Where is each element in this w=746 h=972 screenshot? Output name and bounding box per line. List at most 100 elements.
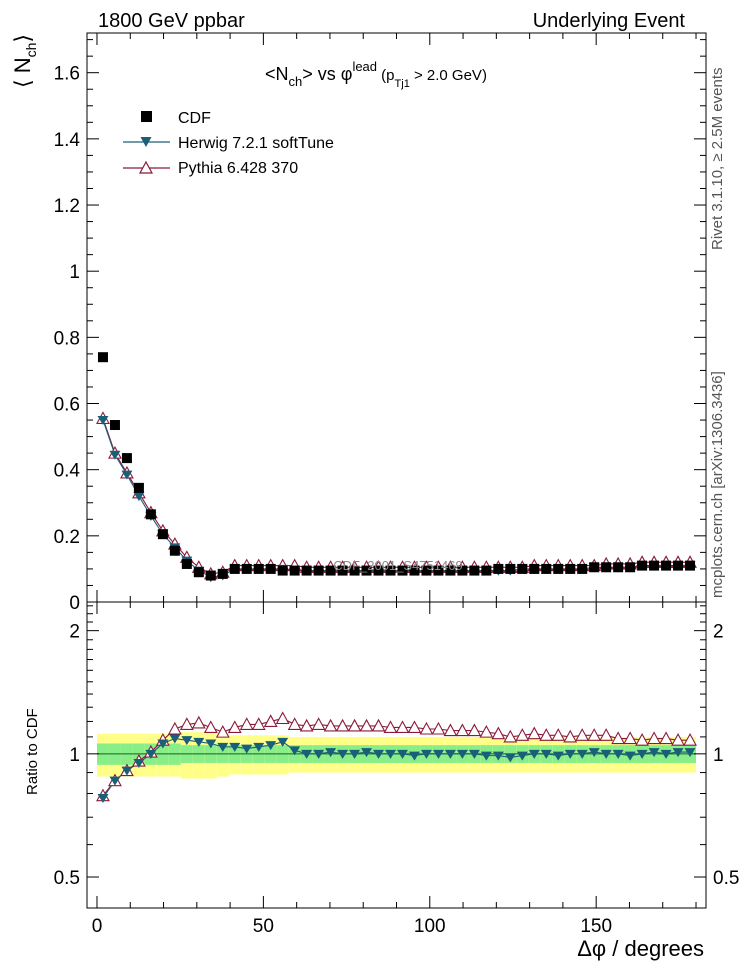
cdf-point [661, 560, 672, 571]
cdf-point [673, 560, 684, 571]
pythia-ratio-point [311, 717, 326, 730]
cdf-point [193, 567, 204, 578]
herwig-ratio-point [672, 748, 684, 758]
cdf-point [517, 563, 528, 574]
y-tick-label: 1 [69, 262, 80, 283]
herwig-ratio-point [492, 751, 504, 761]
cdf-point [541, 563, 552, 574]
herwig-point [109, 450, 121, 460]
pythia-ratio-point [611, 731, 626, 745]
main-marks [96, 352, 697, 583]
cdf-point [577, 563, 588, 574]
herwig-point [97, 416, 109, 426]
herwig-ratio-point [241, 744, 253, 754]
herwig-ratio-point [684, 748, 696, 758]
herwig-ratio-point [444, 749, 456, 759]
cdf-point [373, 565, 384, 576]
herwig-ratio-point [385, 749, 397, 759]
pythia-ratio-point [575, 728, 590, 741]
ratio-tick-label: 1 [69, 745, 80, 766]
ratio-axis-title: Ratio to CDF [24, 708, 41, 795]
cdf-point [589, 562, 600, 573]
herwig-ratio-point [660, 749, 672, 759]
pythia-ratio-point [551, 728, 566, 741]
pythia-ratio-point [275, 711, 290, 725]
pythia-ratio-point [203, 720, 218, 734]
pythia-ratio-point [563, 729, 578, 743]
pythia-ratio-point [299, 718, 314, 732]
herwig-ratio-point [588, 748, 600, 758]
herwig-ratio-point [229, 742, 241, 752]
herwig-ratio-point [301, 749, 313, 759]
pythia-ratio-point [659, 731, 673, 745]
pythia-ratio-point [683, 733, 697, 746]
pythia-ratio-point [455, 723, 470, 737]
herwig-ratio-point [289, 746, 301, 756]
cdf-point [133, 482, 144, 493]
cdf-point [553, 563, 564, 574]
ratio-tick-label: 2 [69, 622, 80, 643]
cdf-point [157, 529, 168, 540]
cdf-point [445, 565, 456, 576]
herwig-ratio-point [181, 736, 193, 746]
herwig-point [133, 492, 145, 502]
cdf-point [121, 453, 132, 464]
pythia-ratio-point [251, 717, 266, 730]
herwig-ratio-point [373, 749, 385, 759]
pythia-ratio-point [287, 717, 302, 730]
cdf-point [529, 563, 540, 574]
ratio-tick-label-right: 1 [713, 745, 724, 766]
herwig-ratio-point [396, 749, 408, 759]
herwig-ratio-point [576, 749, 588, 759]
ratio-panel: 0 50 100 150 0.5 0.5 1 1 2 2 [54, 601, 739, 937]
cdf-point [433, 565, 444, 576]
main-panel: 0 0.2 0.4 0.6 0.8 1 1.2 1.4 1.6 [54, 32, 707, 614]
y-title-sub: ch [23, 43, 39, 58]
x-tick-label: 0 [92, 916, 103, 937]
pythia-ratio-point [671, 733, 685, 746]
pythia-ratio-point [395, 720, 410, 734]
pythia-ratio-point [479, 724, 494, 738]
cdf-point [301, 565, 312, 576]
main-ticks: 0 0.2 0.4 0.6 0.8 1 1.2 1.4 1.6 [54, 33, 706, 614]
mcplots-label: mcplots.cern.ch [arXiv:1306.3436] [709, 371, 726, 598]
cdf-point [637, 560, 648, 571]
herwig-ratio-point [612, 749, 624, 759]
cdf-point [145, 509, 156, 520]
cdf-point [229, 563, 240, 574]
pythia-ratio-point [227, 720, 242, 734]
pythia-ratio-point [335, 718, 350, 732]
y-tick-label: 1.2 [54, 196, 80, 217]
cdf-point [457, 565, 468, 576]
cdf-point [181, 558, 192, 569]
cdf-point [649, 560, 660, 571]
title-sup-lead: lead [352, 59, 377, 74]
herwig-ratio-point [636, 749, 648, 759]
pythia-ratio-point [323, 718, 338, 732]
ratio-marks [96, 711, 697, 803]
cdf-point [349, 565, 360, 576]
herwig-ratio-point [325, 748, 337, 758]
herwig-ratio-point [480, 751, 492, 761]
pythia-ratio-point [647, 731, 662, 745]
herwig-ratio-point [157, 739, 169, 749]
cdf-point [241, 563, 252, 574]
pythia-ratio-point [503, 729, 518, 743]
cdf-point [493, 563, 504, 574]
ratio-ticks: 0 50 100 150 0.5 0.5 1 1 2 2 [54, 602, 739, 937]
pythia-ratio-point [623, 731, 638, 745]
cdf-point [253, 563, 264, 574]
y-tick-label: 0.4 [54, 461, 81, 482]
herwig-ratio-point [528, 749, 540, 759]
title-sub-ch: ch [289, 74, 303, 89]
pythia-ratio-point [527, 726, 542, 740]
cdf-point [565, 563, 576, 574]
herwig-ratio-point [121, 766, 133, 776]
pythia-ratio-point [407, 720, 422, 734]
y-tick-label: 1.4 [54, 130, 81, 151]
pythia-ratio-point [635, 733, 650, 746]
pythia-ratio-point [383, 720, 398, 734]
cdf-point [481, 565, 492, 576]
herwig-ratio-point [504, 753, 516, 763]
pythia-ratio-point [515, 728, 530, 741]
